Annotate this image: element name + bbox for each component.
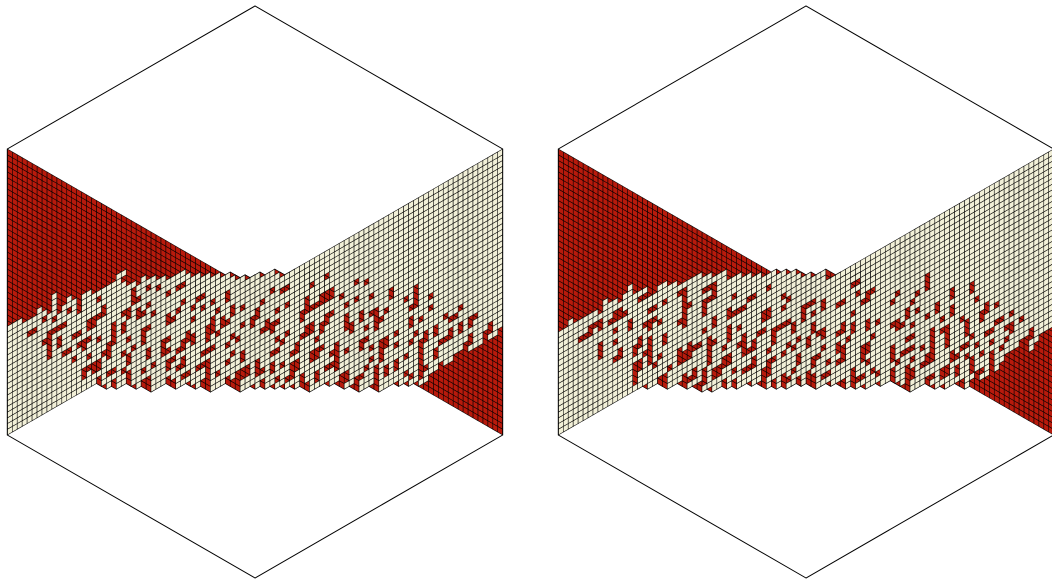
left-tiling-hexagon	[6, 5, 504, 579]
